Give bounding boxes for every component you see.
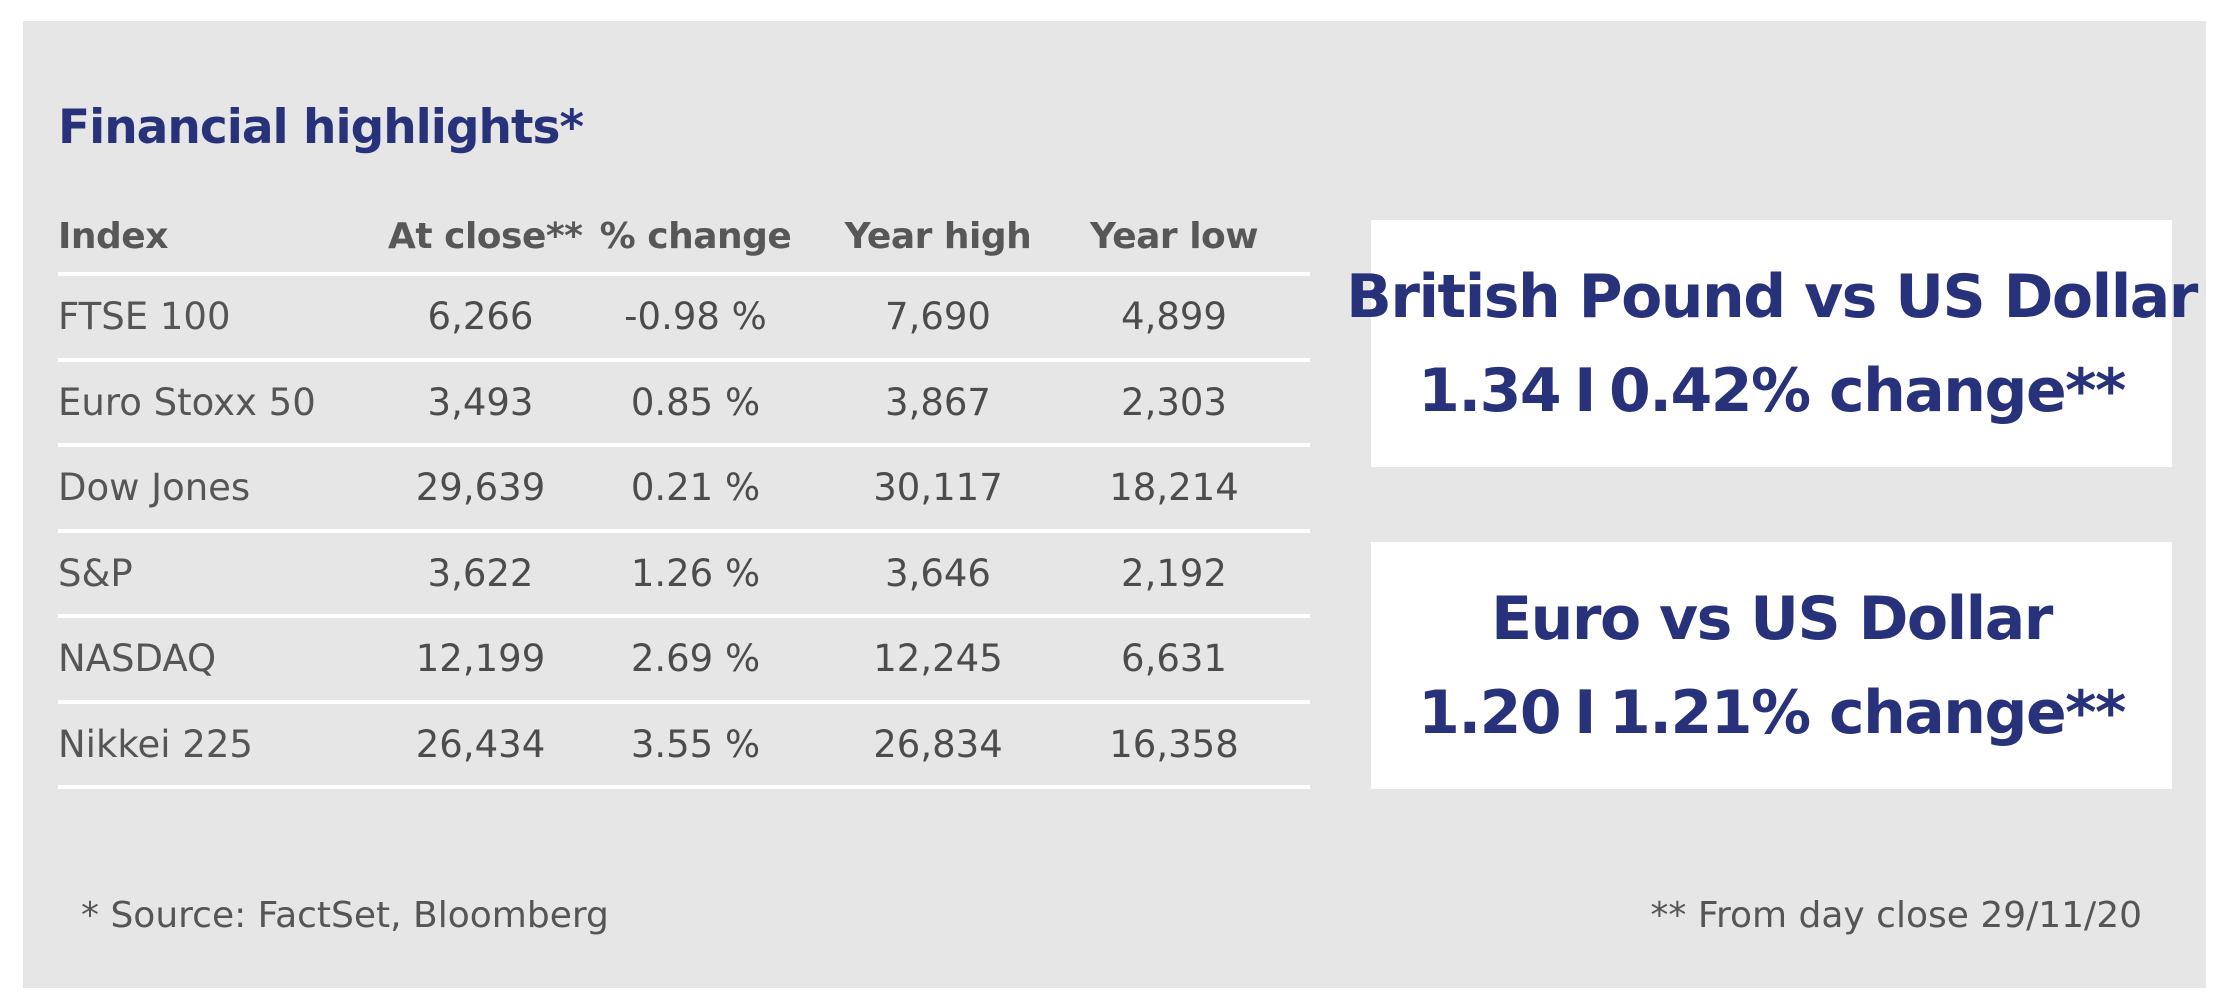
fx-separator: I	[1574, 355, 1596, 426]
cell-year-low: 16,358	[1109, 722, 1239, 766]
header-percent-change: % change	[599, 215, 792, 257]
fx-separator: I	[1574, 677, 1596, 748]
table-header: Index At close** % change Year high Year…	[58, 200, 1310, 276]
table-row: FTSE 100 6,266 -0.98 % 7,690 4,899	[58, 276, 1310, 362]
cell-year-high: 3,867	[885, 380, 991, 424]
financial-highlights-panel	[23, 21, 2206, 988]
cell-percent-change: -0.98 %	[624, 295, 767, 339]
cell-percent-change: 0.85 %	[630, 380, 761, 424]
fx-change: 1.21% change**	[1608, 677, 2126, 748]
cell-year-low: 2,192	[1121, 551, 1227, 595]
cell-year-high: 3,646	[885, 551, 991, 595]
gbp-usd-card: British Pound vs US Dollar 1.34 I 0.42% ch…	[1346, 220, 2198, 467]
table-row: NASDAQ 12,199 2.69 % 12,245 6,631	[58, 618, 1310, 704]
header-year-low: Year low	[1089, 215, 1259, 257]
cell-at-close: 29,639	[415, 466, 546, 510]
cell-year-low: 18,214	[1109, 466, 1239, 510]
header-index: Index	[58, 215, 168, 257]
cell-index: FTSE 100	[58, 295, 231, 339]
cell-percent-change: 3.55 %	[630, 722, 761, 766]
fx-rate: 1.20	[1418, 677, 1562, 748]
source-footnote: * Source: FactSet, Bloomberg	[81, 895, 609, 936]
cell-index: NASDAQ	[58, 637, 217, 681]
fx-value: 1.34 I 0.42% change**	[1418, 344, 2126, 438]
fx-rate: 1.34	[1418, 355, 1562, 426]
cell-at-close: 6,266	[427, 295, 534, 339]
table-row: Dow Jones 29,639 0.21 % 30,117 18,214	[58, 447, 1310, 533]
eur-usd-card: Euro vs US Dollar 1.20 I 1.21% change**	[1371, 542, 2172, 789]
cell-year-high: 26,834	[873, 722, 1003, 766]
cell-percent-change: 2.69 %	[630, 637, 761, 681]
cell-year-high: 30,117	[873, 466, 1003, 510]
cell-at-close: 3,493	[427, 380, 534, 424]
cell-at-close: 26,434	[415, 722, 546, 766]
cell-at-close: 3,622	[427, 551, 534, 595]
cell-percent-change: 1.26 %	[630, 551, 761, 595]
header-at-close: At close**	[388, 215, 583, 257]
cell-index: Nikkei 225	[58, 722, 253, 766]
header-year-high: Year high	[844, 215, 1032, 257]
cell-percent-change: 0.21 %	[630, 466, 761, 510]
close-date-footnote: ** From day close 29/11/20	[1650, 895, 2142, 936]
cell-index: Euro Stoxx 50	[58, 380, 316, 424]
fx-value: 1.20 I 1.21% change**	[1418, 666, 2126, 760]
cell-index: Dow Jones	[58, 466, 251, 510]
cell-year-low: 2,303	[1121, 380, 1227, 424]
fx-title: British Pound vs US Dollar	[1346, 261, 2198, 332]
table-row: S&P 3,622 1.26 % 3,646 2,192	[58, 533, 1310, 618]
cell-at-close: 12,199	[415, 637, 546, 681]
cell-year-high: 7,690	[885, 295, 991, 339]
table-row: Nikkei 225 26,434 3.55 % 26,834 16,358	[58, 704, 1310, 789]
fx-title: Euro vs US Dollar	[1491, 583, 2053, 654]
cell-year-low: 6,631	[1121, 637, 1227, 681]
cell-year-low: 4,899	[1121, 295, 1227, 339]
table-row: Euro Stoxx 50 3,493 0.85 % 3,867 2,303	[58, 362, 1310, 447]
page-title: Financial highlights*	[58, 100, 584, 155]
indices-table: Index At close** % change Year high Year…	[58, 200, 1310, 789]
cell-index: S&P	[58, 551, 133, 595]
fx-change: 0.42% change**	[1608, 355, 2126, 426]
cell-year-high: 12,245	[873, 637, 1003, 681]
